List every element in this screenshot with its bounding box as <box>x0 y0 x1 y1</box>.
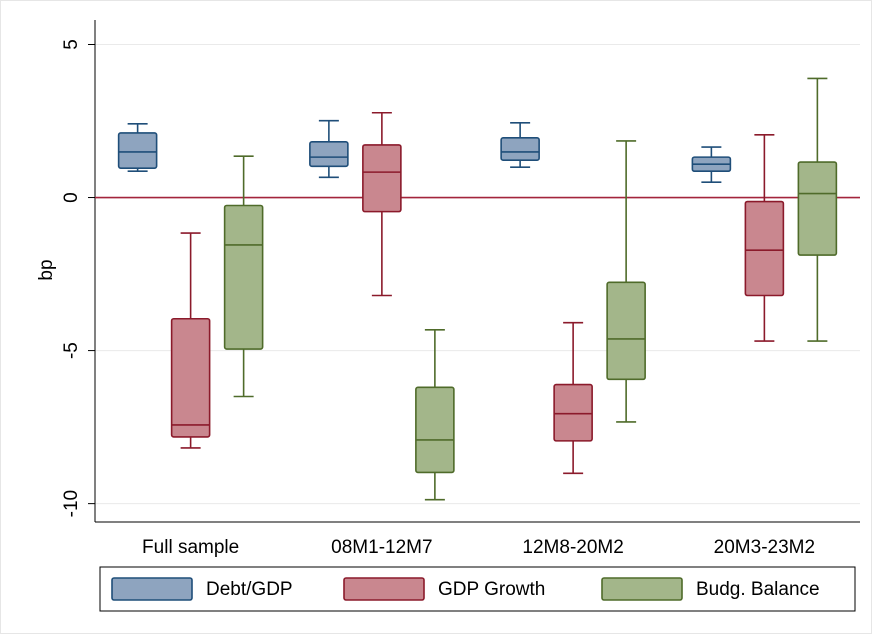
box <box>744 200 785 297</box>
box <box>797 161 838 256</box>
box <box>500 137 540 161</box>
x-tick-label: 12M8-20M2 <box>522 537 623 558</box>
legend-label: Budg. Balance <box>696 579 820 600</box>
box <box>309 141 349 168</box>
x-tick-label: 08M1-12M7 <box>331 537 432 558</box>
box <box>415 386 455 474</box>
legend-swatch <box>111 577 193 601</box>
legend-label: Debt/GDP <box>206 579 293 600</box>
y-tick-label: 0 <box>61 192 82 203</box>
x-tick-label: 20M3-23M2 <box>714 537 815 558</box>
legend-label: GDP Growth <box>438 579 545 600</box>
y-tick-label: -10 <box>61 490 82 517</box>
box <box>170 317 211 438</box>
legend <box>99 566 856 612</box>
box <box>553 383 593 442</box>
y-tick-label: -5 <box>61 342 82 359</box>
box <box>117 132 158 169</box>
legend-swatch <box>601 577 683 601</box>
box <box>362 144 402 213</box>
x-tick-label: Full sample <box>142 537 239 558</box>
legend-swatch <box>343 577 425 601</box>
y-axis-label: bp <box>36 259 57 280</box>
y-tick-label: 5 <box>61 39 82 50</box>
box <box>606 281 646 381</box>
box <box>223 204 264 350</box>
